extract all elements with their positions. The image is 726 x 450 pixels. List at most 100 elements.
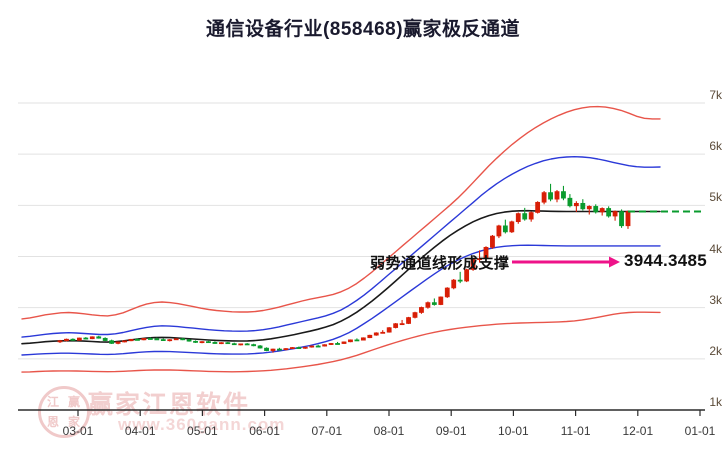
x-axis [18,409,705,416]
candle-body [57,340,63,343]
candle-body [128,338,134,342]
candle-body [554,191,560,200]
candle-body [528,212,534,220]
candle-body [561,191,566,199]
candle-body [309,345,315,348]
candle-body [451,279,457,289]
candle-body [147,338,153,340]
candle-body [541,192,547,203]
channel-line [21,209,661,345]
y-axis-tick-label: 5k [709,190,722,205]
arrow-head [609,256,620,268]
candle-body [270,348,276,351]
candle-body [470,259,476,270]
seal-char-4: 家 [67,415,80,429]
candle-body [580,202,586,210]
candle-body [283,348,289,351]
x-axis-tick-label: 03-01 [62,424,94,438]
candle-body [264,347,269,351]
candle-body [367,334,373,339]
candle-body [425,302,431,308]
seal-char-1: 江 [46,395,59,409]
y-axis-tick-label: 2k [709,343,722,358]
candle-body [360,337,366,341]
candle-body [218,342,224,345]
candle-body [277,348,282,351]
seal-char-2: 赢 [67,395,80,409]
channel-line [21,105,661,320]
channel-line [21,155,661,338]
candle-body [231,343,237,346]
candle-body [373,332,379,336]
candle-body [289,347,295,349]
candle-body [141,338,147,341]
candle-body [296,347,302,349]
candle-body [573,202,579,207]
candle-body [354,339,360,342]
candle-body [335,343,340,345]
watermark-url: www.360gann.com [118,415,286,434]
candle-body [135,338,140,341]
seal-char-3: 恩 [46,415,59,429]
candlestick-series [57,183,631,353]
candle-body [315,345,321,348]
watermark-seal: 江 赢 恩 家 [38,386,90,438]
x-axis-tick-label: 04-01 [124,424,156,438]
candle-body [599,208,605,213]
x-axis-tick-label: 10-01 [498,424,529,438]
candle-body [496,225,502,237]
candle-body [199,341,205,344]
y-axis-tick-label: 1k [709,395,722,409]
x-axis-tick-label: 09-01 [435,424,467,438]
y-axis-tick-label: 7k [709,88,722,102]
candle-body [257,345,263,349]
candle-body [567,197,573,207]
candle-body [586,206,592,210]
y-axis-tick-label: 6k [709,139,722,154]
candle-body [102,337,108,341]
candle-body [606,208,612,217]
candle-body [70,338,76,341]
candle-body [612,211,618,217]
candle-body [548,192,553,200]
candle-body [619,211,624,227]
candle-body [444,287,450,298]
page-title: 通信设备行业(858468)赢家极反通道 [205,19,521,40]
candle-body [341,341,347,344]
channel-line [21,244,661,356]
candle-body [154,338,160,341]
candle-body [322,344,328,347]
candle-body [225,342,231,345]
candle-body [515,213,521,223]
candle-body [160,339,166,341]
candle-body [251,344,257,347]
candle-body [464,269,470,282]
candle-body [244,343,250,346]
candle-body [406,317,411,324]
channel-line [21,311,661,373]
candle-body [89,336,95,340]
annotation-arrow [512,256,620,268]
candle-body [115,341,121,344]
candle-body [180,338,186,341]
candle-body [625,211,631,227]
candle-body [167,339,173,342]
candle-body [522,213,528,220]
candle-body [412,312,418,318]
x-axis-tick-label: 08-01 [373,424,405,438]
candle-body [193,340,198,343]
candle-body [76,337,82,341]
channel-bands [21,105,661,373]
candle-body [109,340,115,344]
watermark-brand: 赢家江恩软件 [88,391,251,419]
candle-body [83,337,89,340]
x-axis-tick-label: 05-01 [187,424,218,438]
candle-body [386,327,392,333]
candle-body [212,342,218,344]
candle-body [509,221,515,233]
x-axis-tick-label: 11-01 [560,424,591,438]
annotation-value: 3944.3485 [624,251,708,270]
